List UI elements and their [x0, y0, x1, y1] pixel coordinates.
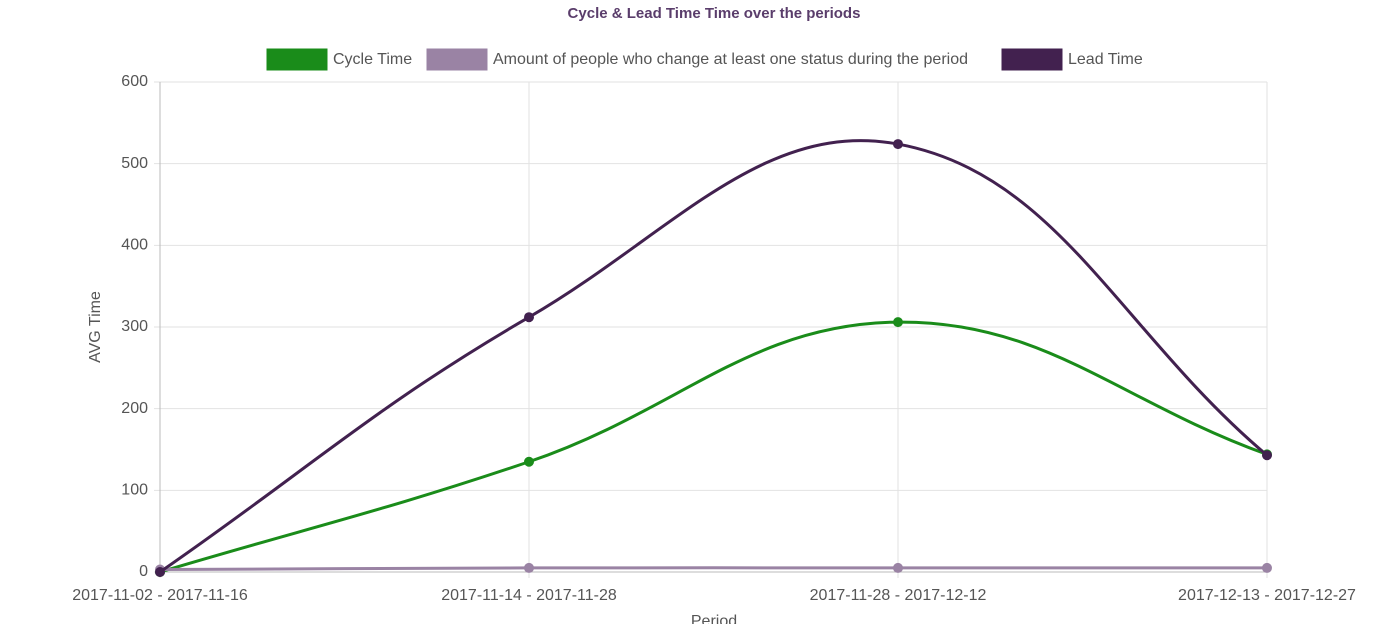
legend-swatch: [426, 48, 488, 71]
x-tick-label: 2017-11-02 - 2017-11-16: [72, 587, 248, 604]
y-tick-label: 600: [121, 73, 148, 90]
data-point: [893, 562, 903, 573]
legend-swatch: [1001, 48, 1063, 71]
y-tick-label: 0: [139, 563, 148, 580]
y-tick-label: 300: [121, 318, 148, 335]
x-tick-label: 2017-11-28 - 2017-12-12: [810, 587, 987, 604]
data-point: [524, 456, 534, 467]
x-tick-label: 2017-11-14 - 2017-11-28: [441, 587, 617, 604]
x-axis-title: Period: [691, 613, 737, 624]
chart-title: Cycle & Lead Time Time over the periods: [568, 5, 861, 22]
x-tick-label: 2017-12-13 - 2017-12-27: [1178, 587, 1356, 604]
y-tick-label: 400: [121, 237, 148, 254]
y-axis-title: AVG Time: [87, 291, 104, 363]
data-point: [155, 567, 165, 577]
series-line: [159, 566, 1267, 572]
series-line: [159, 139, 1268, 574]
data-point: [893, 317, 903, 328]
y-tick-label: 200: [121, 400, 148, 417]
data-point: [893, 139, 903, 150]
y-tick-label: 100: [121, 482, 148, 499]
legend-swatch: [266, 48, 328, 71]
y-tick-label: 500: [121, 155, 148, 172]
data-point: [524, 312, 534, 323]
series-line: [159, 320, 1268, 574]
legend-label: Cycle Time: [333, 51, 412, 68]
legend-label: Lead Time: [1068, 51, 1143, 68]
data-point: [1262, 562, 1272, 573]
legend-label: Amount of people who change at least one…: [493, 51, 968, 68]
data-point: [524, 562, 534, 573]
data-point: [1262, 450, 1272, 461]
